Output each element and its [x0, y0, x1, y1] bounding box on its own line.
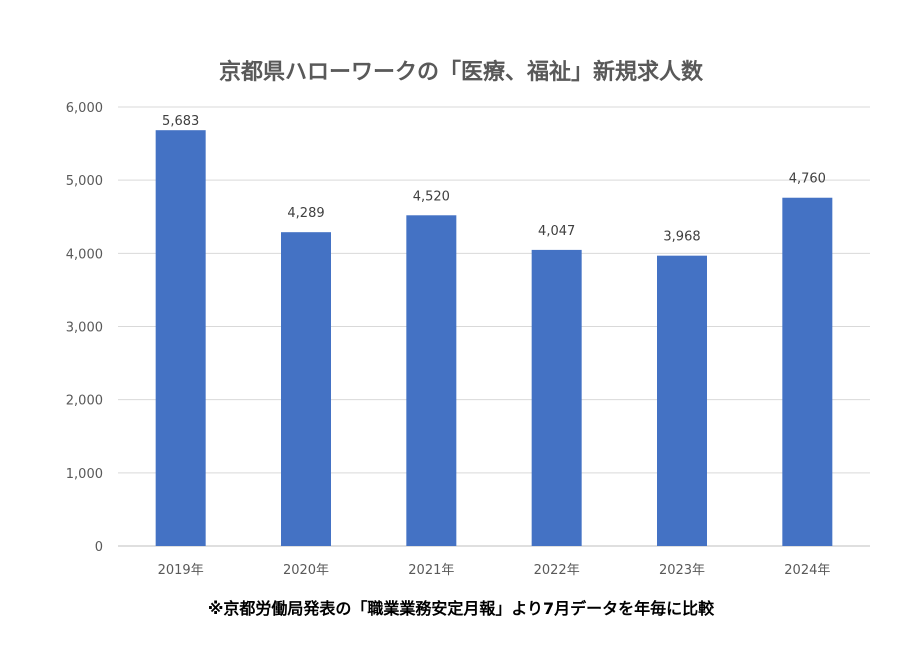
chart-title: 京都県ハローワークの「医療、福祉」新規求人数 [218, 60, 703, 85]
y-tick-label: 3,000 [66, 321, 103, 336]
x-tick-label: 2019年 [158, 563, 204, 578]
y-tick-label: 6,000 [66, 101, 103, 116]
data-label: 4,047 [538, 224, 575, 239]
y-tick-label: 4,000 [66, 247, 103, 262]
y-tick-label: 2,000 [66, 394, 103, 409]
x-tick-label: 2020年 [283, 563, 329, 578]
bar [281, 232, 331, 546]
y-tick-label: 1,000 [66, 467, 103, 482]
data-label: 4,760 [789, 172, 826, 187]
chart-footnote: ※京都労働局発表の「職業業務安定月報」より7月データを年毎に比較 [207, 599, 715, 618]
x-tick-label: 2023年 [659, 563, 705, 578]
bar [782, 197, 833, 546]
x-tick-label: 2022年 [534, 563, 580, 578]
data-label: 4,520 [413, 189, 450, 204]
y-tick-label: 5,000 [66, 174, 103, 189]
x-tick-label: 2024年 [784, 563, 830, 578]
data-label: 5,683 [162, 114, 199, 129]
y-tick-label: 0 [95, 540, 103, 555]
bar [155, 130, 206, 546]
data-label: 4,289 [287, 206, 324, 221]
x-tick-label: 2021年 [408, 563, 454, 578]
bar [657, 255, 707, 546]
bar [406, 215, 457, 546]
bar [531, 249, 582, 546]
data-label: 3,968 [663, 230, 700, 245]
